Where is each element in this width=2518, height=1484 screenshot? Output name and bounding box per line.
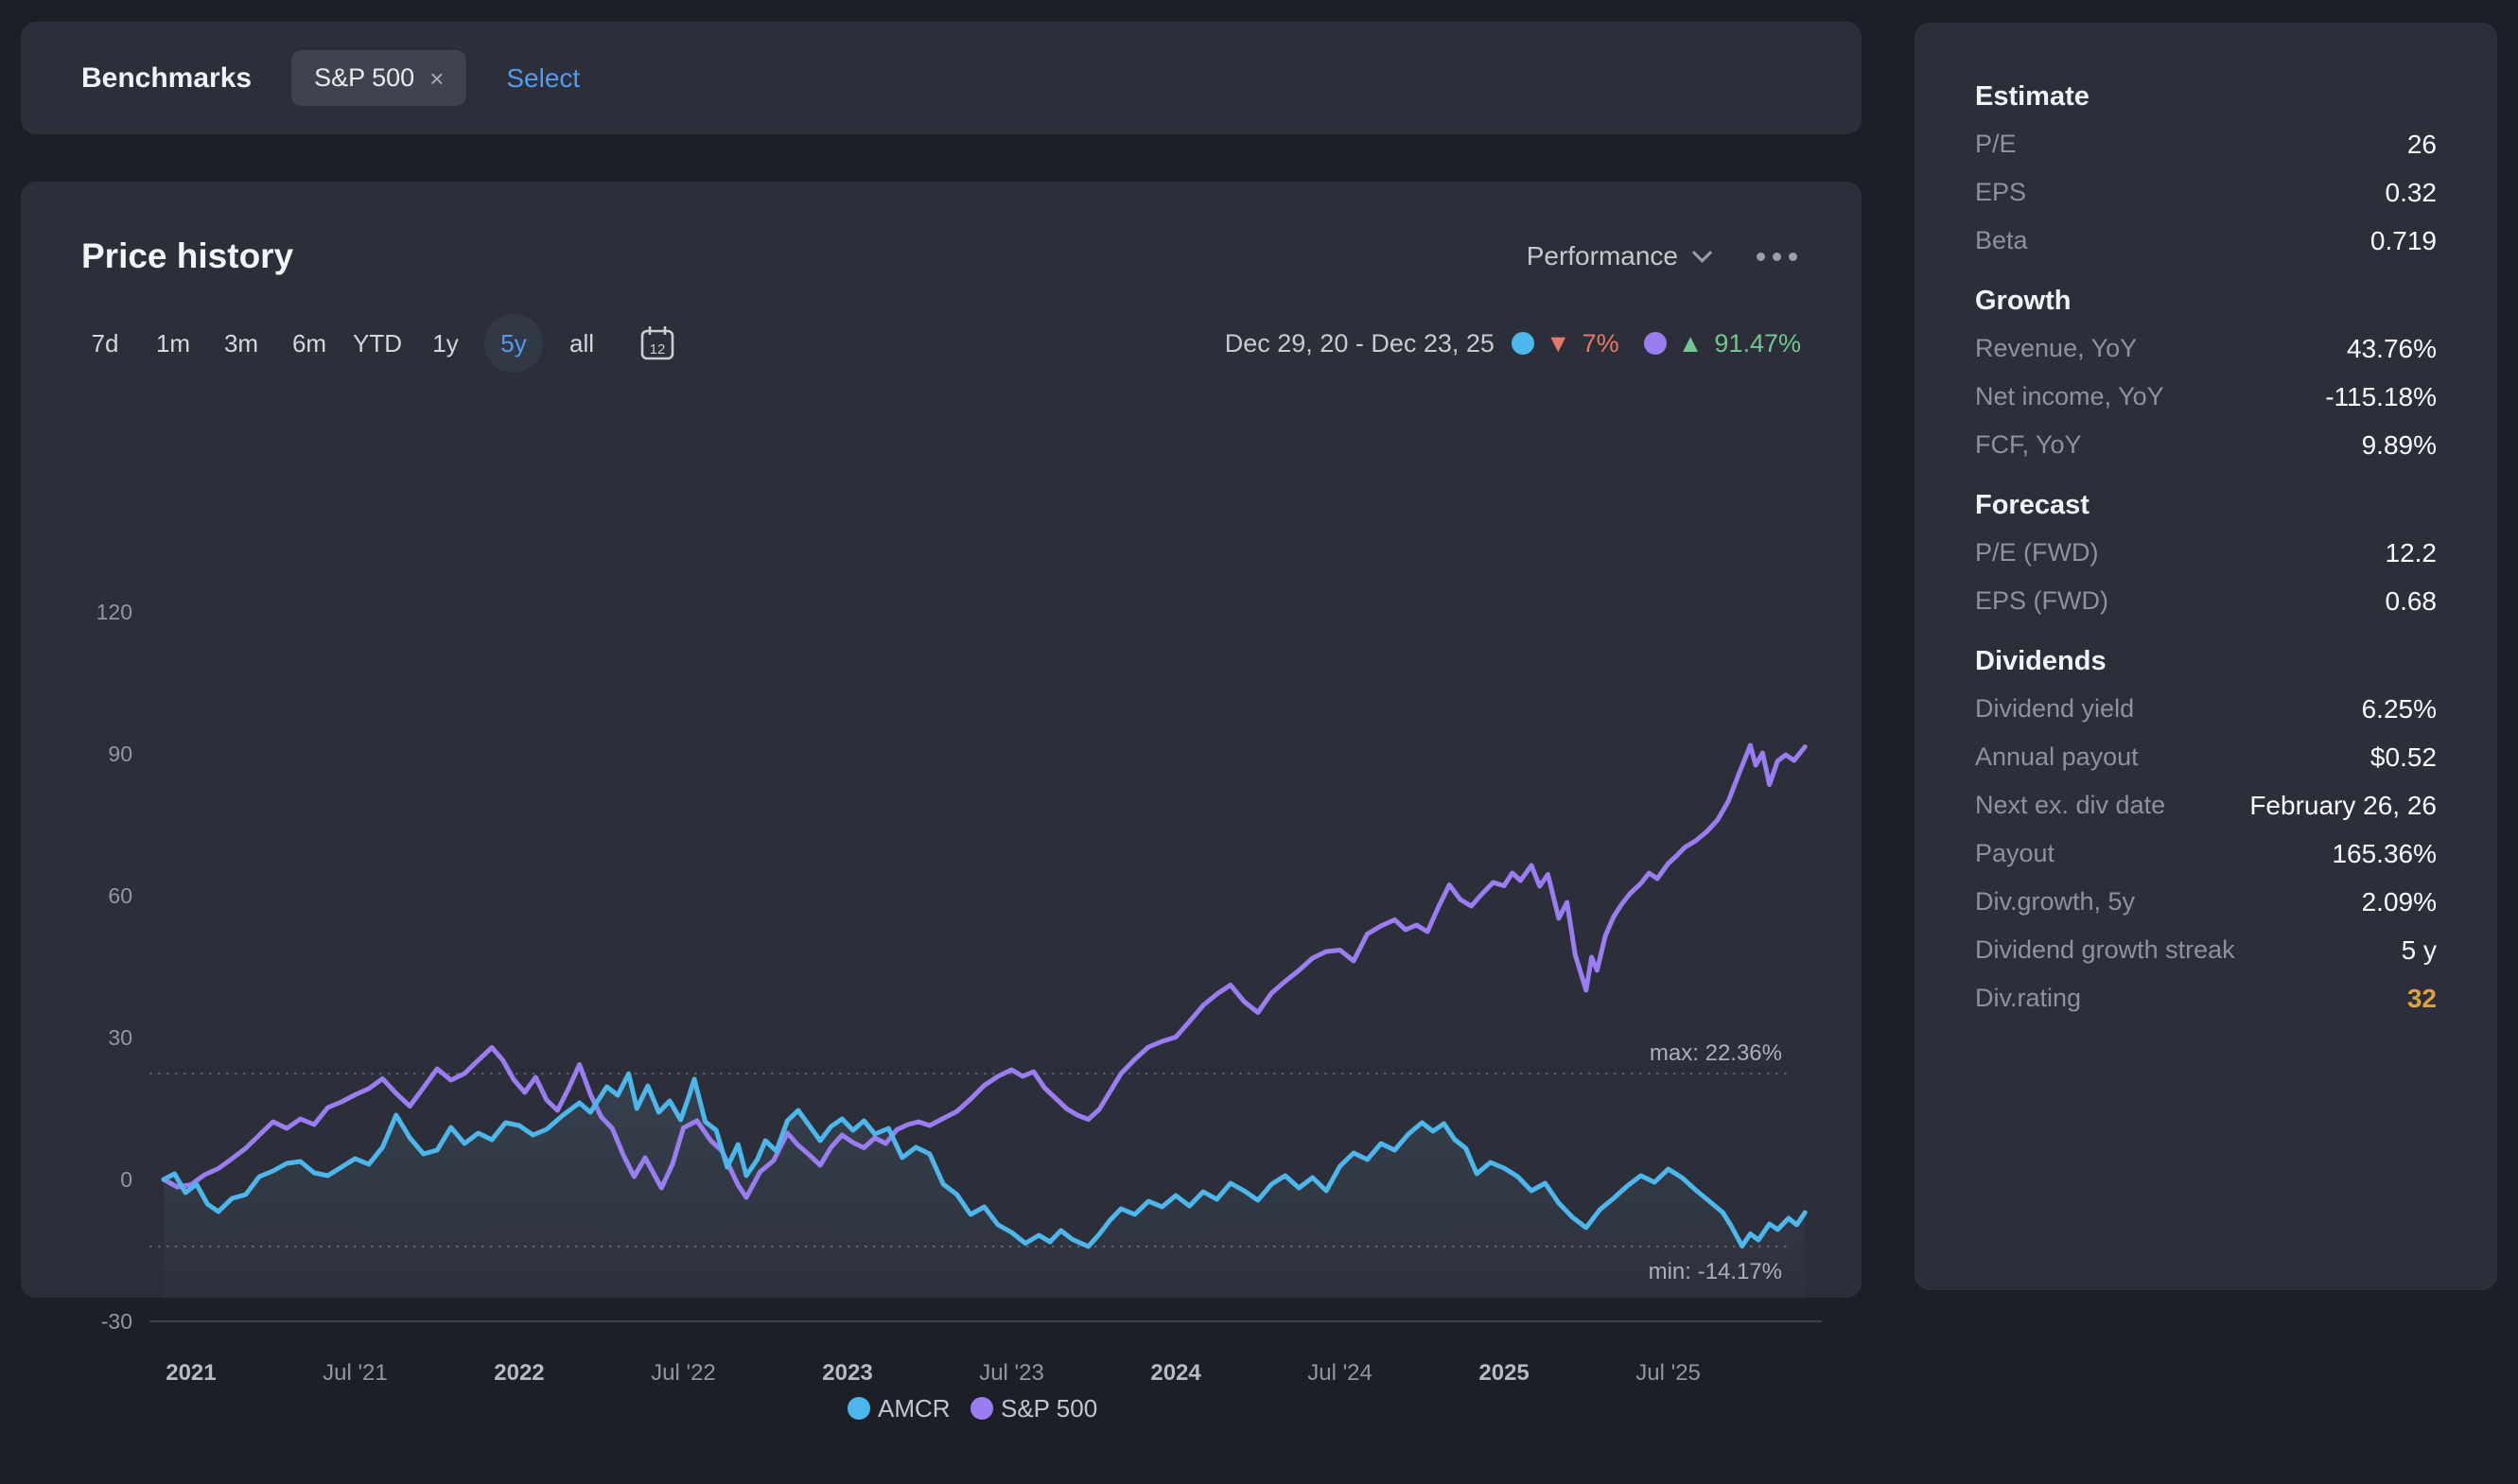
section-dividends: Dividends Dividend yield 6.25% Annual pa… <box>1975 646 2437 1022</box>
stats-sidebar: Estimate P/E 26 EPS 0.32 Beta 0.719 Grow… <box>1915 23 2497 1290</box>
stat-row: Beta 0.719 <box>1975 225 2437 255</box>
benchmarks-bar: Benchmarks S&P 500 × Select <box>21 22 1862 134</box>
benchmark-chip-label: S&P 500 <box>314 63 415 92</box>
div-rating-value: 32 <box>2406 983 2437 1013</box>
svg-text:2024: 2024 <box>1150 1360 1201 1386</box>
range-5y[interactable]: 5y <box>484 314 543 373</box>
svg-text:120: 120 <box>96 600 132 624</box>
stat-row: P/E 26 <box>1975 129 2437 159</box>
stat-row: Next ex. div date February 26, 26 <box>1975 790 2437 820</box>
svg-text:Jul '25: Jul '25 <box>1635 1360 1701 1386</box>
svg-text:min: -14.17%: min: -14.17% <box>1649 1259 1782 1284</box>
section-estimate: Estimate P/E 26 EPS 0.32 Beta 0.719 <box>1975 81 2437 265</box>
date-range-text: Dec 29, 20 - Dec 23, 25 <box>1224 328 1495 358</box>
svg-text:max: 22.36%: max: 22.36% <box>1650 1040 1782 1066</box>
svg-text:0: 0 <box>120 1167 132 1192</box>
svg-text:2025: 2025 <box>1478 1360 1529 1386</box>
stat-row: Revenue, YoY 43.76% <box>1975 333 2437 363</box>
stat-row: P/E (FWD) 12.2 <box>1975 537 2437 567</box>
svg-text:60: 60 <box>108 883 132 908</box>
stat-row: EPS 0.32 <box>1975 177 2437 207</box>
range-1y[interactable]: 1y <box>416 314 475 373</box>
stat-row: Net income, YoY -115.18% <box>1975 381 2437 411</box>
section-title: Dividends <box>1975 646 2107 676</box>
section-growth: Growth Revenue, YoY 43.76% Net income, Y… <box>1975 286 2437 469</box>
section-forecast: Forecast P/E (FWD) 12.2 EPS (FWD) 0.68 <box>1975 490 2437 625</box>
triangle-up-icon: ▲ <box>1677 328 1704 358</box>
price-card-header: Price history Performance <box>21 182 1862 276</box>
chart-controls-row: 7d 1m 3m 6m YTD 1y 5y all 12 Dec 29, 20 … <box>21 276 1862 373</box>
section-title: Growth <box>1975 286 2072 316</box>
svg-text:12: 12 <box>650 341 666 358</box>
svg-text:Jul '21: Jul '21 <box>323 1360 388 1386</box>
range-all[interactable]: all <box>552 314 611 373</box>
chevron-down-icon <box>1691 242 1713 263</box>
benchmark-chip-sp500[interactable]: S&P 500 × <box>291 50 467 106</box>
period-summary: Dec 29, 20 - Dec 23, 25 ▼ 7% ▲ 91.47% <box>1225 329 1801 358</box>
stat-row: Annual payout $0.52 <box>1975 742 2437 772</box>
remove-benchmark-icon[interactable]: × <box>429 63 445 93</box>
calendar-button[interactable]: 12 <box>638 323 677 363</box>
stat-row: Dividend growth streak 5 y <box>1975 934 2437 965</box>
svg-text:2023: 2023 <box>822 1360 872 1386</box>
performance-dropdown-label: Performance <box>1526 241 1678 271</box>
stat-row: Div.rating 32 <box>1975 983 2437 1013</box>
triangle-down-icon: ▼ <box>1545 328 1571 358</box>
svg-text:2021: 2021 <box>166 1360 216 1386</box>
range-ytd[interactable]: YTD <box>348 314 407 373</box>
svg-text:AMCR: AMCR <box>878 1394 951 1423</box>
time-range-selector: 7d 1m 3m 6m YTD 1y 5y all 12 <box>76 314 677 373</box>
svg-text:2022: 2022 <box>494 1360 544 1386</box>
price-history-card: Price history Performance 7d 1m 3m 6m YT… <box>21 182 1862 1423</box>
range-1m[interactable]: 1m <box>144 314 202 373</box>
performance-dropdown[interactable]: Performance <box>1526 241 1713 271</box>
stat-row: FCF, YoY 9.89% <box>1975 429 2437 460</box>
more-options-button[interactable] <box>1753 243 1801 271</box>
svg-text:Jul '23: Jul '23 <box>979 1360 1044 1386</box>
stat-row: Dividend yield 6.25% <box>1975 693 2437 724</box>
benchmarks-label: Benchmarks <box>81 61 253 94</box>
price-history-chart[interactable]: 120 90 60 30 0 -30 max: 22.36% min: -14.17% 2021… <box>21 581 1862 1479</box>
sp500-dot-icon <box>1643 332 1667 355</box>
range-3m[interactable]: 3m <box>212 314 271 373</box>
range-7d[interactable]: 7d <box>76 314 134 373</box>
svg-text:Jul '22: Jul '22 <box>651 1360 716 1386</box>
amcr-dot-icon <box>1511 332 1534 355</box>
svg-text:S&P 500: S&P 500 <box>1001 1394 1097 1423</box>
page-title: Price history <box>81 236 294 275</box>
section-title: Forecast <box>1975 490 2090 520</box>
stat-row: EPS (FWD) 0.68 <box>1975 585 2437 616</box>
svg-text:Jul '24: Jul '24 <box>1307 1360 1373 1386</box>
section-title: Estimate <box>1975 81 2090 112</box>
calendar-icon: 12 <box>640 326 674 360</box>
amcr-change-value: 7% <box>1582 328 1619 358</box>
range-6m[interactable]: 6m <box>280 314 339 373</box>
stat-row: Div.growth, 5y 2.09% <box>1975 886 2437 917</box>
select-benchmark-link[interactable]: Select <box>506 62 581 93</box>
sp500-change-value: 91.47% <box>1714 328 1801 358</box>
svg-text:90: 90 <box>108 742 132 766</box>
stat-row: Payout 165.36% <box>1975 838 2437 868</box>
svg-text:30: 30 <box>108 1025 132 1050</box>
